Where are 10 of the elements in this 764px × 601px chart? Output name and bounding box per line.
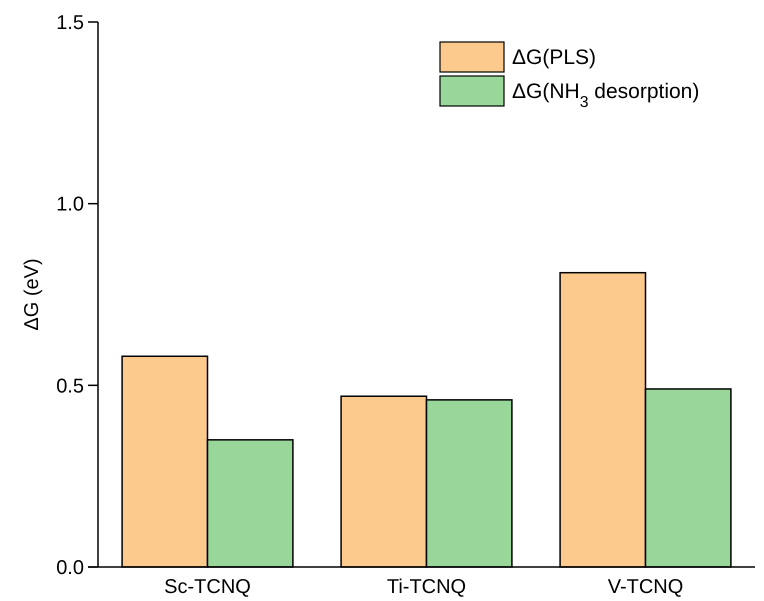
y-tick-label: 1.5	[56, 12, 84, 34]
legend-label: ΔG(PLS)	[512, 46, 596, 69]
y-axis-title: ΔG (eV)	[21, 258, 43, 331]
x-tick-label: Ti-TCNQ	[386, 576, 466, 598]
y-tick-label: 0.5	[56, 375, 84, 398]
y-tick-label: 0.0	[56, 557, 84, 579]
x-tick-label: Sc-TCNQ	[164, 576, 251, 598]
legend-label: ΔG(NH$_{3}$ desorption)	[512, 80, 700, 110]
x-tick-label: V-TCNQ	[608, 576, 684, 598]
y-tick-label: 1.0	[56, 194, 84, 216]
